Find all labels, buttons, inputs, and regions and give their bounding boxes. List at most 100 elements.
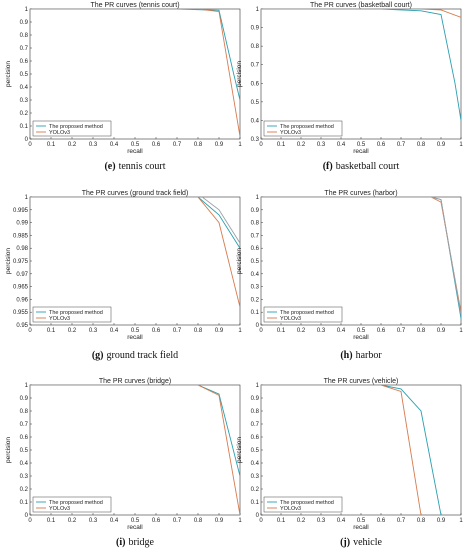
y-tick-label: 0.1 — [251, 500, 260, 506]
x-tick-label: 0.4 — [110, 518, 119, 524]
x-tick-label: 0.6 — [152, 142, 161, 148]
x-tick-label: 0.4 — [110, 328, 119, 334]
plot-area — [29, 8, 241, 140]
x-tick-label: 0.5 — [357, 518, 366, 524]
y-tick-label: 1 — [256, 383, 260, 389]
y-tick-label: 0.8 — [20, 409, 29, 415]
y-tick-label: 0.96 — [16, 297, 28, 303]
x-axis-label: recall — [353, 148, 369, 155]
x-tick-label: 0.1 — [47, 142, 56, 148]
y-tick-label: 0.3 — [20, 98, 29, 104]
series-line — [261, 385, 422, 515]
y-tick-label: 1 — [25, 7, 29, 13]
y-tick-label: 0.7 — [20, 422, 29, 428]
y-tick-label: 0.6 — [20, 59, 29, 65]
legend-box — [263, 496, 343, 513]
x-tick-label: 0.9 — [437, 328, 446, 334]
y-axis-label: percision — [236, 437, 243, 463]
legend-entry: The proposed method — [280, 310, 334, 316]
x-tick-label: 0 — [28, 142, 32, 148]
pr-chart-panel: The PR curves (ground track field) 0 0.1 0.… — [5, 190, 242, 361]
x-tick-label: 0.2 — [297, 142, 306, 148]
y-tick-label: 0.4 — [251, 461, 260, 467]
x-tick-label: 0.3 — [317, 328, 326, 334]
series-line — [30, 197, 240, 308]
x-tick-label: 0.7 — [173, 142, 182, 148]
chart-title: The PR curves (tennis court) — [90, 2, 179, 9]
y-tick-label: 0.7 — [251, 233, 260, 239]
y-tick-label: 0 — [25, 513, 29, 519]
y-tick-label: 1 — [25, 195, 29, 201]
legend-entry: The proposed method — [49, 124, 103, 130]
caption-text: ground track field — [107, 350, 179, 361]
chart-title: The PR curves (ground track field) — [82, 190, 189, 197]
x-tick-label: 0.7 — [173, 518, 182, 524]
x-tick-label: 0.2 — [297, 328, 306, 334]
y-axis-label: percision — [5, 437, 12, 463]
x-tick-label: 0.5 — [357, 142, 366, 148]
x-tick-label: 0.1 — [47, 328, 56, 334]
y-tick-label: 0.5 — [251, 448, 260, 454]
series-line — [30, 9, 240, 137]
x-tick-label: 0.1 — [277, 518, 286, 524]
x-tick-label: 0.5 — [131, 518, 140, 524]
y-tick-label: 0.8 — [251, 409, 260, 415]
pr-chart-panel: The PR curves (tennis court) 0 0.1 0.2 0.3 0.… — [5, 2, 242, 172]
y-tick-label: 0.6 — [20, 435, 29, 441]
series-line — [30, 385, 240, 515]
x-tick-label: 0.7 — [397, 518, 406, 524]
series-line — [261, 385, 442, 515]
caption-text: vehicle — [353, 537, 382, 548]
series-line — [261, 9, 461, 121]
x-tick-label: 0.9 — [215, 142, 224, 148]
series-line — [30, 197, 240, 249]
panel-caption: (j) vehicle — [340, 537, 382, 548]
x-tick-label: 1 — [238, 142, 242, 148]
y-tick-label: 0.3 — [20, 474, 29, 480]
x-tick-label: 0.6 — [152, 328, 161, 334]
x-tick-label: 0.9 — [437, 142, 446, 148]
legend-box — [32, 496, 112, 513]
panel-caption: (e) tennis court — [104, 161, 165, 172]
legend-box — [263, 306, 343, 323]
panel-caption: (h) harbor — [340, 350, 382, 361]
y-tick-label: 0.2 — [20, 111, 29, 117]
y-tick-label: 0.965 — [13, 285, 29, 291]
x-tick-label: 0.3 — [89, 328, 98, 334]
y-tick-label: 0.7 — [251, 422, 260, 428]
caption-letter: (g) — [92, 350, 104, 361]
x-tick-label: 0.7 — [397, 328, 406, 334]
x-tick-label: 0.4 — [337, 328, 346, 334]
y-tick-label: 0.955 — [13, 310, 29, 316]
caption-letter: (j) — [340, 537, 350, 548]
x-tick-label: 0.3 — [89, 518, 98, 524]
legend-entry: YOLOv3 — [280, 506, 301, 512]
y-tick-label: 0.4 — [251, 118, 260, 124]
x-tick-label: 0.1 — [47, 518, 56, 524]
y-tick-label: 0.995 — [13, 208, 29, 214]
legend-box — [32, 306, 112, 323]
legend-entry: YOLOv3 — [49, 316, 70, 322]
series-line — [261, 9, 461, 18]
x-tick-label: 0.8 — [417, 328, 426, 334]
y-tick-label: 0 — [25, 137, 29, 143]
y-tick-label: 0.5 — [20, 448, 29, 454]
panel-caption: (i) bridge — [116, 537, 155, 548]
y-tick-label: 0.4 — [20, 85, 29, 91]
x-tick-label: 0.4 — [337, 142, 346, 148]
y-tick-label: 0.3 — [251, 474, 260, 480]
x-tick-label: 0.8 — [194, 328, 203, 334]
y-tick-label: 0.7 — [251, 63, 260, 69]
x-tick-label: 0.2 — [68, 328, 77, 334]
caption-text: basketball court — [336, 161, 400, 172]
legend-entry: YOLOv3 — [49, 130, 70, 136]
y-tick-label: 0.1 — [251, 310, 260, 316]
panel-caption: (g) ground track field — [92, 350, 178, 361]
y-tick-label: 0.9 — [251, 208, 260, 214]
x-tick-label: 0.1 — [277, 142, 286, 148]
y-tick-label: 0.4 — [20, 461, 29, 467]
legend-entry: The proposed method — [49, 500, 103, 506]
y-tick-label: 0.2 — [251, 487, 260, 493]
caption-letter: (f) — [323, 161, 333, 172]
plot-area — [260, 384, 462, 516]
